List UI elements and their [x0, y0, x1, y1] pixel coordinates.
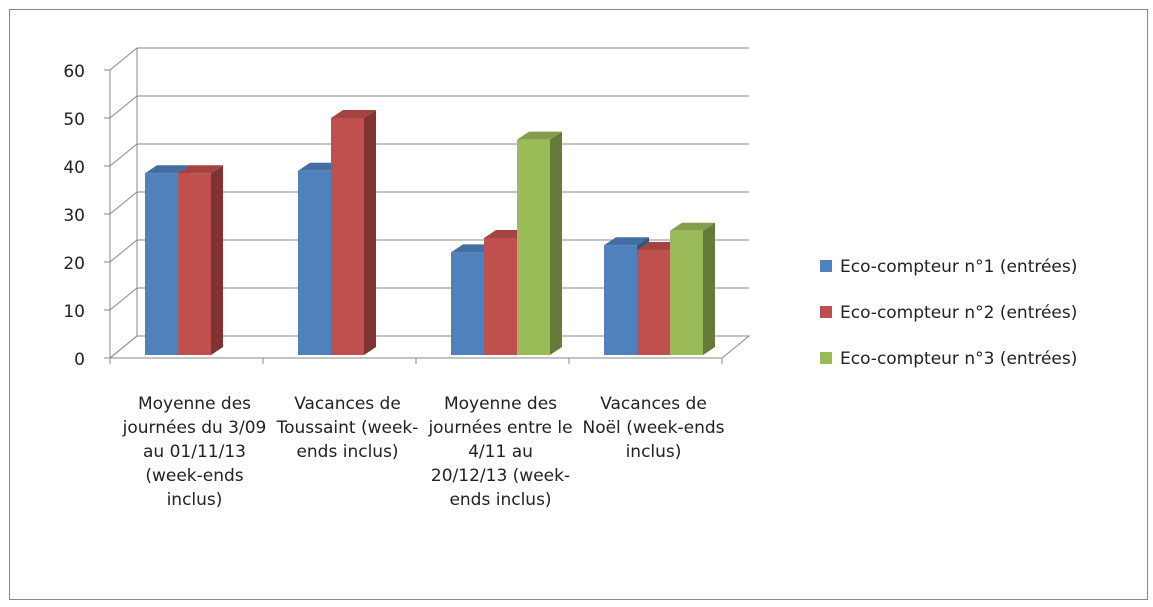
y-tick-label: 60 [63, 62, 85, 82]
legend-swatch [820, 260, 832, 272]
bar [298, 170, 331, 355]
grid-line [109, 47, 138, 71]
bar-top [331, 110, 376, 118]
grid-line [109, 191, 138, 215]
bar [331, 118, 364, 355]
bar-side [364, 110, 376, 355]
bar-top [145, 165, 190, 174]
grid-line [109, 287, 138, 311]
bar [145, 173, 178, 355]
y-tick-label: 30 [63, 206, 85, 226]
grid-line [109, 239, 138, 263]
legend-swatch [820, 306, 832, 318]
bar [604, 245, 637, 355]
bar-side [703, 222, 715, 355]
y-tick-label: 10 [63, 302, 85, 322]
bar-side [211, 165, 223, 355]
bar [670, 230, 703, 355]
bar [451, 252, 484, 355]
bar-top [517, 131, 562, 140]
x-tick-label: Moyenne des journées du 3/09 au 01/11/13… [122, 394, 267, 510]
x-tick-label: Moyenne des journées entre le 4/11 au 20… [428, 394, 573, 510]
y-tick-label: 50 [63, 110, 85, 130]
grid-line [109, 95, 138, 119]
bar [484, 238, 517, 355]
x-tick-label: Vacances de Toussaint (week-ends inclus) [276, 394, 419, 462]
legend-label: Eco-compteur n°1 (entrées) [840, 257, 1077, 277]
y-tick-label: 40 [63, 158, 85, 178]
bar [637, 250, 670, 355]
legend-swatch [820, 352, 832, 364]
legend-label: Eco-compteur n°2 (entrées) [840, 303, 1077, 323]
bar-side [550, 131, 562, 355]
y-tick-label: 20 [63, 254, 85, 274]
bar [178, 173, 211, 355]
bar-top [604, 237, 649, 246]
bar-top [670, 222, 715, 231]
legend-label: Eco-compteur n°3 (entrées) [840, 349, 1077, 369]
bar-top [178, 165, 223, 174]
grid-line [109, 335, 138, 359]
y-tick-label: 0 [74, 350, 85, 370]
bar [517, 139, 550, 355]
x-tick-label: Vacances de Noël (week-ends inclus) [582, 394, 725, 462]
grid-line [109, 143, 138, 167]
